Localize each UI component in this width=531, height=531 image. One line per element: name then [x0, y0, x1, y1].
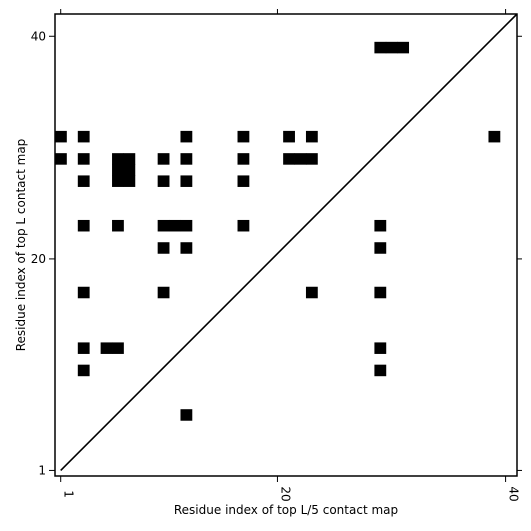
contact-cell [283, 130, 295, 143]
contact-cell [112, 219, 124, 232]
contact-cell [374, 364, 387, 377]
contact-cell [157, 153, 170, 165]
contact-cell [123, 175, 136, 187]
contact-cell [157, 242, 170, 254]
contact-cell [77, 175, 90, 187]
contact-cell [237, 175, 250, 187]
diagonal-line [60, 13, 518, 471]
contact-cell [157, 286, 170, 299]
contact-cell [77, 153, 90, 165]
contact-cell [237, 219, 250, 232]
contact-cell [55, 130, 67, 143]
contact-cell [180, 175, 193, 187]
contact-cell [77, 364, 90, 377]
contact-cell [374, 219, 387, 232]
contact-cell [488, 130, 501, 143]
contact-cell [123, 164, 136, 176]
contact-cell [157, 175, 170, 187]
contact-cell [374, 242, 387, 254]
contact-cell [180, 242, 193, 254]
contact-cell [157, 219, 170, 232]
contact-cell [112, 164, 124, 176]
y-tick-label: 40 [31, 29, 46, 43]
contact-cell [180, 219, 193, 232]
contact-cell [112, 153, 124, 165]
contact-cell [237, 130, 250, 143]
contact-cell [180, 153, 193, 165]
y-axis-label: Residue index of top L contact map [14, 139, 28, 352]
x-tick-label: 40 [507, 486, 521, 501]
contact-cell [294, 153, 307, 165]
y-tick-label: 20 [31, 252, 46, 266]
x-tick-label: 1 [62, 490, 76, 498]
contact-cell [385, 41, 398, 54]
contact-cell [180, 130, 193, 143]
contact-cell [77, 342, 90, 354]
contact-cell [169, 219, 181, 232]
x-axis-label: Residue index of top L/5 contact map [174, 503, 398, 517]
x-tick-label: 20 [278, 486, 292, 501]
contact-cell [112, 175, 124, 187]
contact-cell [237, 153, 250, 165]
plot-frame [54, 13, 518, 477]
contact-cell [77, 286, 90, 299]
contact-cell [374, 41, 387, 54]
contact-cell [397, 41, 410, 54]
contact-cell [305, 153, 318, 165]
contact-cell [77, 219, 90, 232]
contact-cell [100, 342, 113, 354]
contact-cell [77, 130, 90, 143]
contact-cell [283, 153, 295, 165]
y-tick-label: 1 [38, 463, 46, 477]
contact-cell [123, 153, 136, 165]
contact-cell [374, 286, 387, 299]
contact-cell [374, 342, 387, 354]
contact-cell [305, 130, 318, 143]
contact-cell [112, 342, 124, 354]
axis-ticks: 1 20 40 1 20 40 [31, 9, 522, 502]
contact-cell [55, 153, 67, 165]
contact-cell [305, 286, 318, 299]
contact-cells [55, 41, 501, 421]
contact-cell [180, 409, 193, 421]
